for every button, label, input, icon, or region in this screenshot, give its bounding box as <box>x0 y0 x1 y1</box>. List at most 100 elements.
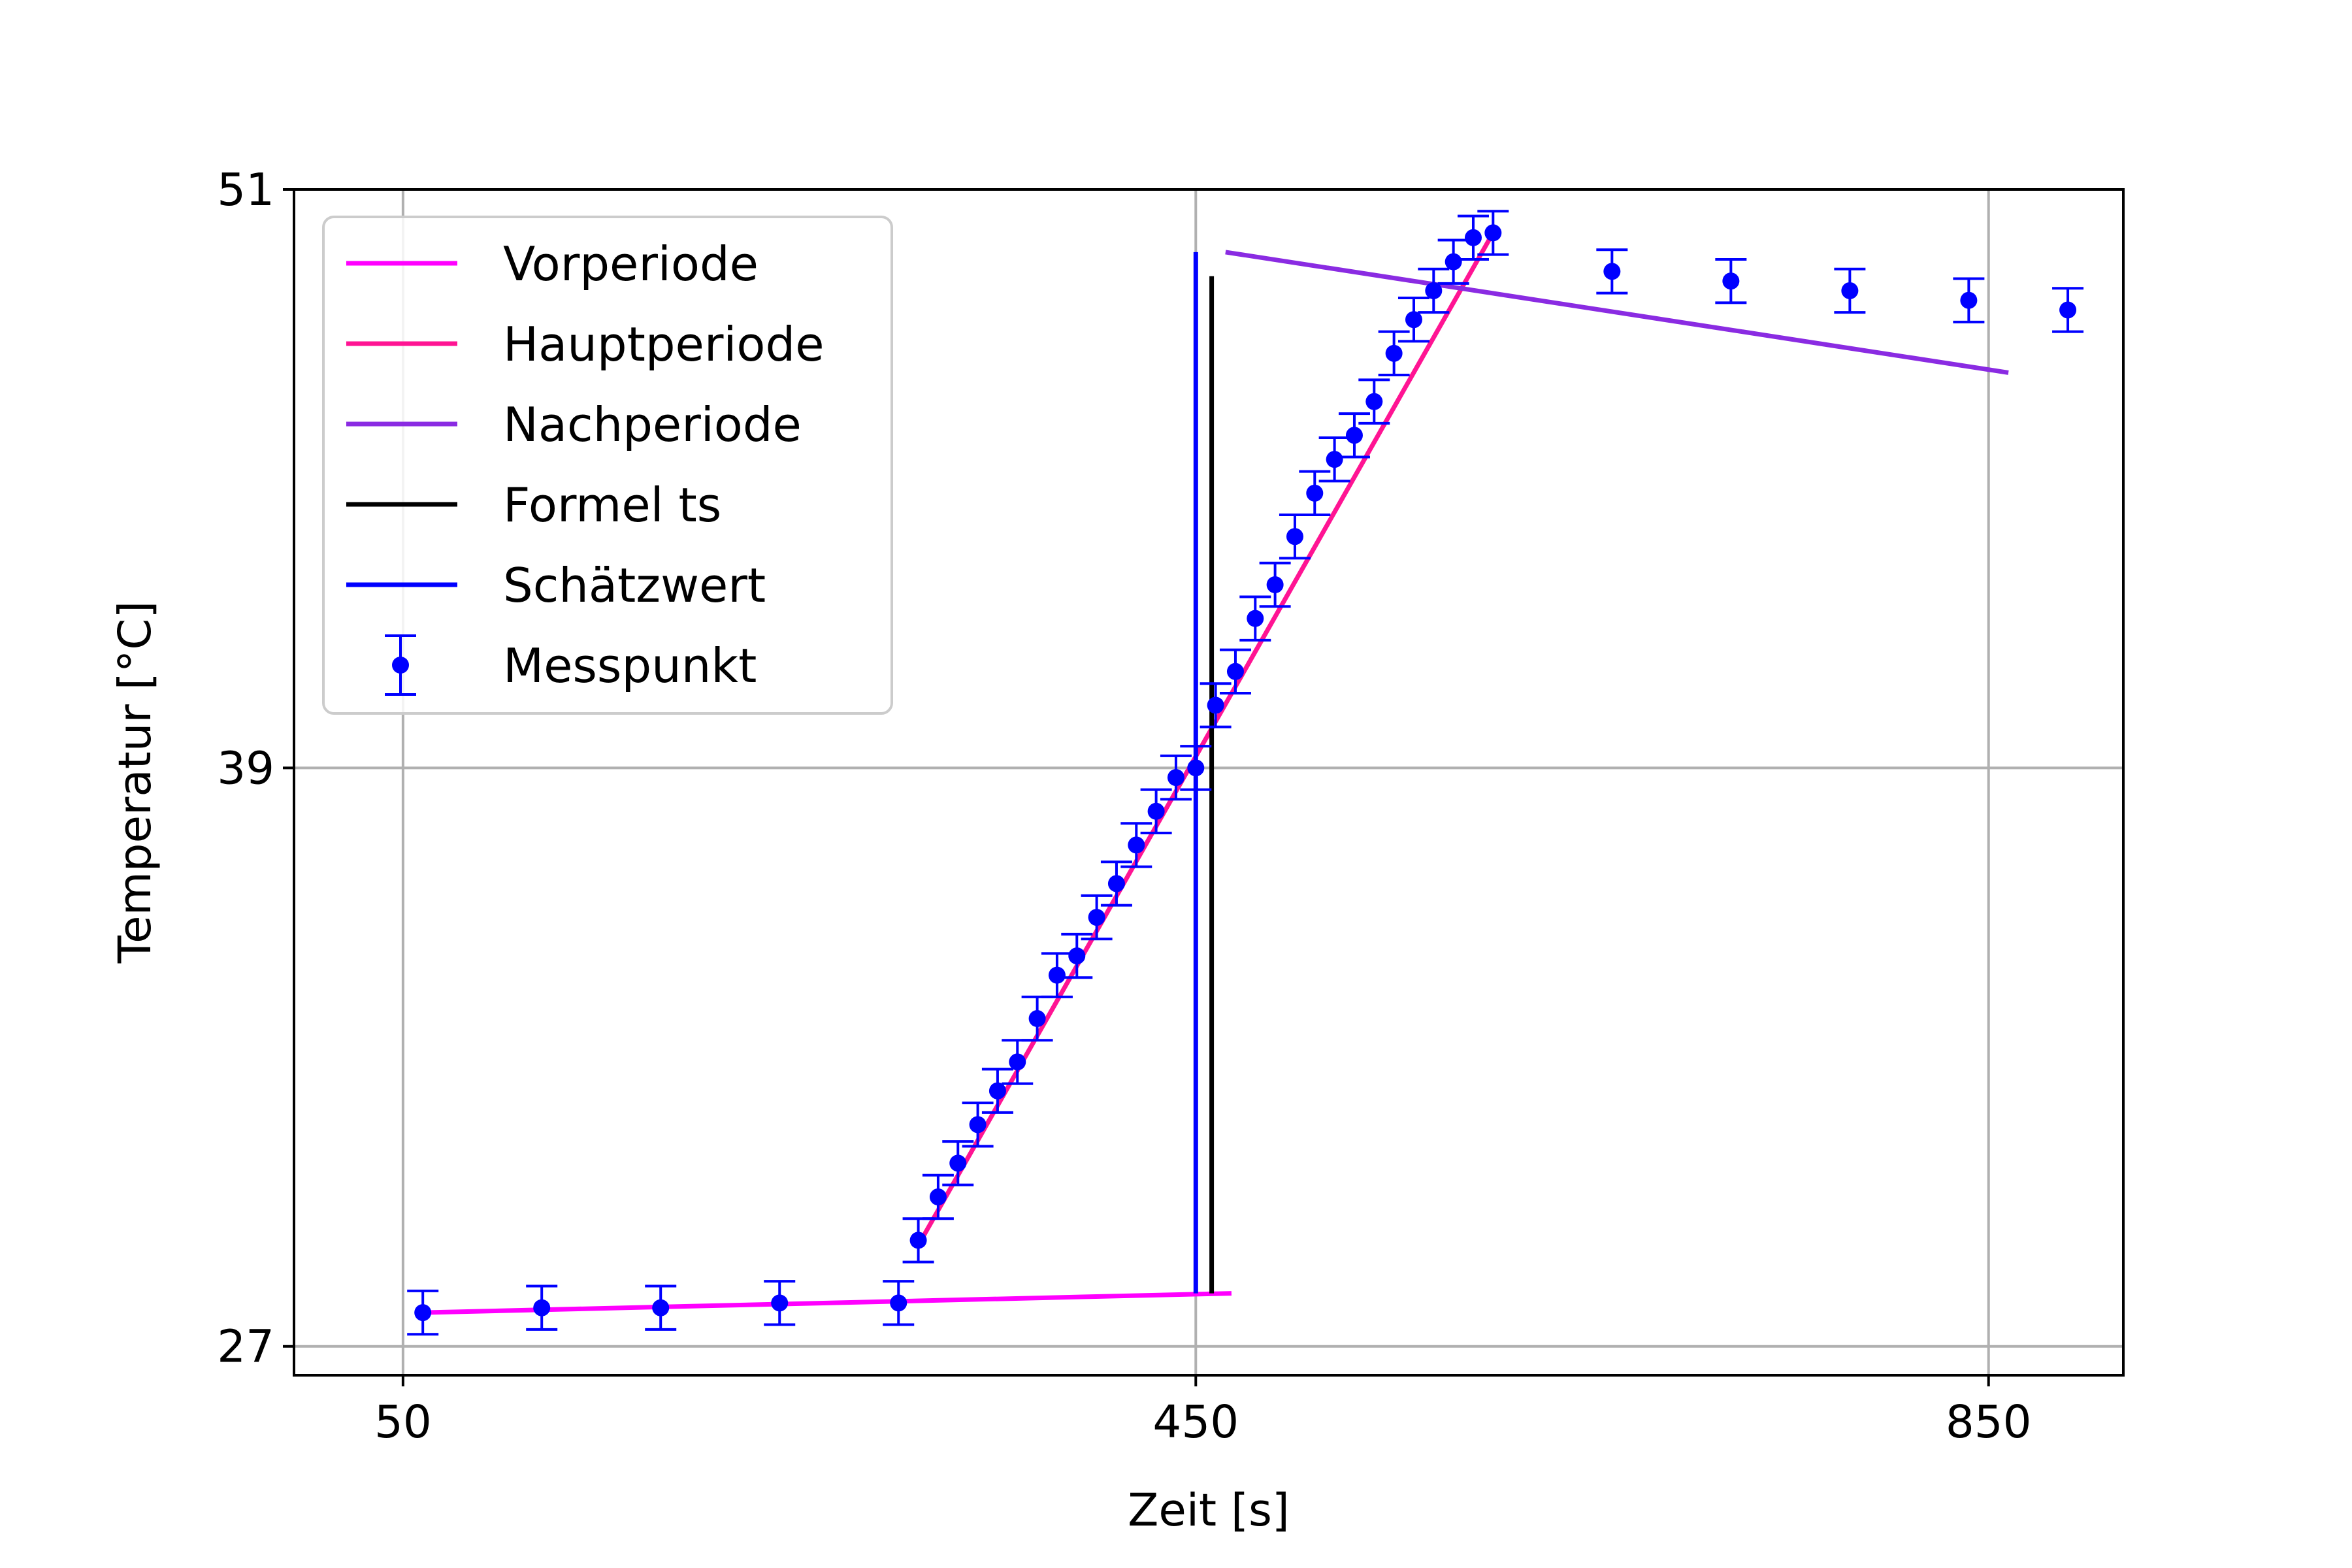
messpunkt-4 <box>883 1280 915 1326</box>
messpunkt-25 <box>1299 470 1331 517</box>
plot-frame <box>293 188 2125 1377</box>
point-marker-4 <box>890 1294 907 1312</box>
point-marker-2 <box>652 1299 670 1316</box>
point-marker-26 <box>1326 451 1343 468</box>
point-marker-0 <box>414 1304 432 1322</box>
legend-label: Hauptperiode <box>503 317 824 372</box>
y-tick-label-1: 39 <box>217 742 274 794</box>
point-marker-13 <box>1068 947 1086 965</box>
y-tick-label-0: 27 <box>217 1321 274 1373</box>
messpunkt-36 <box>1715 257 1747 304</box>
legend-entry-4: Schätzwert <box>346 558 766 613</box>
legend-label: Nachperiode <box>503 397 802 452</box>
point-marker-27 <box>1345 427 1363 444</box>
point-marker-1 <box>533 1299 551 1316</box>
messpunkt-26 <box>1318 436 1350 483</box>
series-line-0 <box>423 1291 1232 1315</box>
point-marker-39 <box>2059 301 2077 319</box>
messpunkt-22 <box>1239 595 1271 642</box>
point-marker-23 <box>1266 576 1284 593</box>
messpunkt-6 <box>922 1173 954 1220</box>
messpunkt-2 <box>645 1284 677 1331</box>
point-marker-22 <box>1247 610 1264 627</box>
point-marker-21 <box>1226 662 1244 680</box>
legend-entry-1: Hauptperiode <box>346 317 824 372</box>
messpunkt-16 <box>1120 822 1152 868</box>
messpunkt-1 <box>526 1284 558 1331</box>
point-marker-18 <box>1167 769 1184 787</box>
messpunkt-17 <box>1140 788 1172 834</box>
point-marker-38 <box>1960 291 1978 309</box>
point-marker-6 <box>929 1188 947 1206</box>
point-marker-16 <box>1128 836 1145 854</box>
y-axis-label: Temperatur [°C] <box>109 601 161 964</box>
legend-entry-3: Formel ts <box>346 478 721 532</box>
point-marker-17 <box>1147 802 1165 820</box>
messpunkt-19 <box>1180 745 1212 791</box>
messpunkt-3 <box>764 1280 796 1326</box>
x-tick-label-2: 850 <box>1946 1396 2032 1448</box>
messpunkt-15 <box>1100 860 1132 907</box>
messpunkt-14 <box>1081 894 1113 941</box>
y-tick-label-2: 51 <box>217 164 274 216</box>
messpunkt-33 <box>1457 214 1489 261</box>
point-marker-5 <box>909 1232 927 1249</box>
messpunkt-24 <box>1279 514 1311 560</box>
legend-box <box>322 216 893 715</box>
point-marker-37 <box>1841 282 1859 299</box>
messpunkt-12 <box>1041 952 1073 998</box>
legend-label: Formel ts <box>503 478 721 532</box>
legend-entry-5: Messpunkt <box>385 634 757 696</box>
point-marker-35 <box>1603 263 1621 280</box>
messpunkt-8 <box>962 1102 994 1148</box>
legend: Vorperiode Hauptperiode Nachperiode Formel … <box>322 216 893 715</box>
point-marker-12 <box>1048 966 1066 984</box>
x-axis-label: Zeit [s] <box>1128 1484 1290 1537</box>
messpunkt-23 <box>1259 561 1291 608</box>
legend-label: Messpunkt <box>503 638 757 693</box>
messpunkt-21 <box>1219 648 1251 695</box>
point-marker-10 <box>1009 1053 1026 1071</box>
messpunkt-35 <box>1596 248 1628 295</box>
messpunkt-10 <box>1002 1039 1034 1085</box>
point-marker-34 <box>1484 224 1502 242</box>
messpunkt-37 <box>1834 267 1866 314</box>
messpunkt-29 <box>1378 330 1410 377</box>
x-tick-label-0: 50 <box>374 1396 432 1448</box>
series-line-1 <box>916 231 1495 1247</box>
legend-marker <box>392 657 409 674</box>
point-marker-14 <box>1088 909 1105 926</box>
point-marker-28 <box>1365 393 1383 410</box>
point-marker-33 <box>1464 229 1482 246</box>
messpunkt-0 <box>407 1289 439 1336</box>
legend-entry-0: Vorperiode <box>346 237 759 291</box>
point-marker-36 <box>1722 272 1740 290</box>
measurement-points <box>407 210 2084 1336</box>
messpunkt-11 <box>1021 995 1053 1042</box>
messpunkt-28 <box>1358 378 1390 425</box>
messpunkt-31 <box>1418 267 1450 314</box>
messpunkt-20 <box>1200 682 1232 728</box>
series-line-2 <box>1225 250 2009 375</box>
axis-ticks: 50 450 850 27 39 51 <box>217 164 2031 1448</box>
legend-entry-2: Nachperiode <box>346 397 802 452</box>
messpunkt-30 <box>1397 297 1429 343</box>
messpunkt-34 <box>1477 210 1509 256</box>
messpunkt-7 <box>942 1140 974 1186</box>
point-marker-24 <box>1286 528 1303 546</box>
messpunkt-18 <box>1160 754 1192 801</box>
point-marker-20 <box>1207 696 1224 714</box>
point-marker-9 <box>988 1082 1006 1100</box>
point-marker-8 <box>969 1116 987 1134</box>
point-marker-29 <box>1385 344 1403 362</box>
legend-label: Schätzwert <box>503 558 766 613</box>
point-marker-19 <box>1187 759 1205 777</box>
point-marker-32 <box>1445 253 1462 270</box>
point-marker-3 <box>771 1294 789 1312</box>
point-marker-15 <box>1107 875 1125 892</box>
messpunkt-32 <box>1437 238 1469 285</box>
point-marker-11 <box>1028 1010 1046 1028</box>
messpunkt-27 <box>1338 412 1370 459</box>
point-marker-30 <box>1405 311 1422 329</box>
